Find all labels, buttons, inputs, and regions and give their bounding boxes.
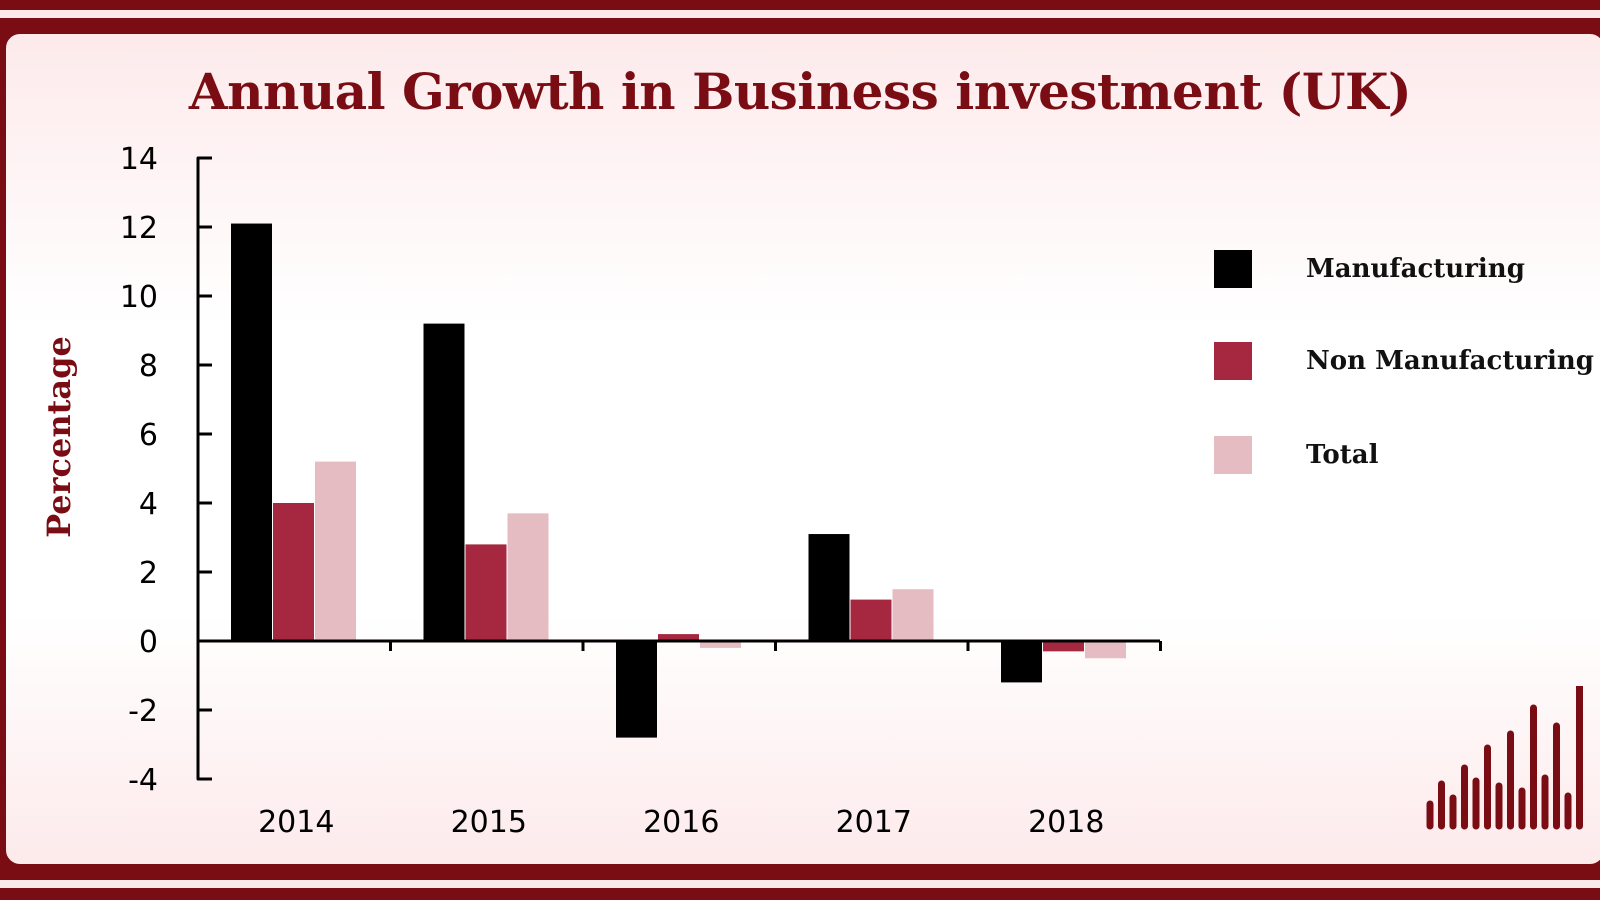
bar-total-2016 bbox=[700, 641, 741, 648]
bar-non-manufacturing-2018 bbox=[1043, 641, 1084, 652]
bar-total-2018 bbox=[1085, 641, 1126, 659]
bar-total-2015 bbox=[507, 513, 549, 641]
bar-pattern-icon bbox=[1426, 686, 1583, 830]
top-stripe bbox=[0, 0, 1600, 10]
x-tick-label: 2018 bbox=[1028, 805, 1104, 840]
legend-item-manufacturing: Manufacturing bbox=[1214, 250, 1525, 288]
top-gap bbox=[0, 10, 1600, 18]
x-tick-label: 2017 bbox=[836, 805, 912, 840]
bar-manufacturing-2015 bbox=[423, 323, 465, 641]
bar-manufacturing-2018 bbox=[1001, 641, 1042, 683]
y-tick-label: 12 bbox=[120, 211, 158, 246]
legend-label-total: Total bbox=[1306, 440, 1379, 470]
bar-total-2017 bbox=[892, 589, 934, 641]
bar-non-manufacturing-2015 bbox=[465, 544, 507, 641]
chart-title: Annual Growth in Business investment (UK… bbox=[188, 62, 1412, 121]
y-tick-label: -4 bbox=[128, 763, 158, 798]
x-tick-label: 2014 bbox=[258, 805, 334, 840]
y-tick-label: 10 bbox=[120, 280, 158, 315]
legend-swatch-manufacturing bbox=[1214, 250, 1252, 288]
bar-non-manufacturing-2016 bbox=[658, 634, 699, 641]
y-tick-label: -2 bbox=[128, 694, 158, 729]
y-tick-label: 14 bbox=[120, 142, 158, 177]
y-tick-label: 0 bbox=[139, 625, 158, 660]
legend-swatch-total bbox=[1214, 436, 1252, 474]
x-tick-label: 2015 bbox=[451, 805, 527, 840]
y-tick-label: 2 bbox=[139, 556, 158, 591]
bar-manufacturing-2014 bbox=[231, 223, 272, 642]
y-tick-label: 4 bbox=[139, 487, 158, 522]
bar-non-manufacturing-2017 bbox=[850, 599, 892, 641]
legend-item-total: Total bbox=[1214, 436, 1378, 474]
y-tick-label: 6 bbox=[139, 418, 158, 453]
legend-item-non-manufacturing: Non Manufacturing bbox=[1214, 342, 1594, 380]
legend-label-non-manufacturing: Non Manufacturing bbox=[1306, 346, 1594, 376]
bar-manufacturing-2016 bbox=[616, 641, 657, 738]
y-tick-label: 8 bbox=[139, 349, 158, 384]
bar-manufacturing-2017 bbox=[808, 534, 850, 641]
bar-total-2014 bbox=[315, 461, 356, 641]
bottom-gap bbox=[0, 880, 1600, 888]
legend-swatch-non-manufacturing bbox=[1214, 342, 1252, 380]
bar-non-manufacturing-2014 bbox=[273, 503, 314, 641]
x-tick-label: 2016 bbox=[643, 805, 719, 840]
legend-label-manufacturing: Manufacturing bbox=[1306, 254, 1525, 284]
